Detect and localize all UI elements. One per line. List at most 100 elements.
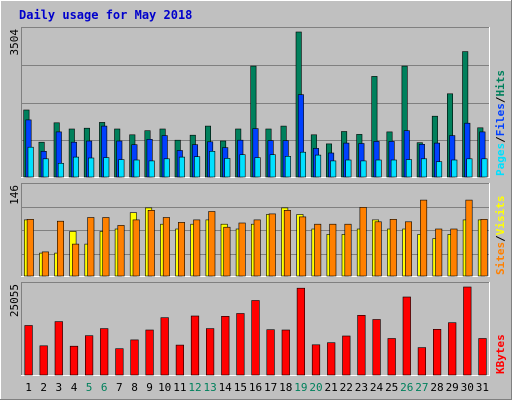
visits-sites-bar-sites-day-27 bbox=[420, 199, 428, 277]
kbytes-bar-kbytes-day-12 bbox=[190, 315, 200, 376]
hits-files-pages-y-max-label: 3504 bbox=[8, 29, 21, 56]
kbytes-bar-kbytes-day-20 bbox=[311, 344, 321, 376]
hits-files-pages-bar-pages-day-15 bbox=[239, 154, 246, 178]
x-label-day-12: 12 bbox=[188, 381, 201, 394]
hits-files-pages-bar-pages-day-27 bbox=[420, 158, 427, 178]
visits-sites-bar-sites-day-16 bbox=[253, 219, 261, 277]
visits-sites-y-max-label: 146 bbox=[8, 185, 21, 205]
hits-files-pages-bar-pages-day-19 bbox=[299, 151, 306, 178]
hits-files-pages-bar-pages-day-12 bbox=[194, 156, 201, 178]
x-label-day-28: 28 bbox=[430, 381, 443, 394]
visits-sites-bar-sites-day-25 bbox=[389, 219, 397, 277]
x-axis-day-labels: 1 2 3 4 5 6 7 8 9 10 11 12 13 14 15 16 17 18 19 20 21 22 23 24 2… bbox=[25, 381, 489, 394]
visits-sites-bar-sites-day-13 bbox=[208, 211, 216, 277]
visits-sites-bar-sites-day-2 bbox=[41, 251, 49, 277]
hits-files-pages-legend-files: Files bbox=[494, 103, 507, 136]
kbytes-legend-kbytes: KBytes bbox=[494, 334, 507, 374]
hits-files-pages-legend-pages: Pages bbox=[494, 143, 507, 176]
x-label-day-21: 21 bbox=[324, 381, 337, 394]
x-label-day-5: 5 bbox=[86, 381, 93, 394]
visits-sites-bar-sites-day-12 bbox=[193, 219, 201, 277]
kbytes-bar-kbytes-day-16 bbox=[251, 300, 260, 376]
kbytes-bar-kbytes-day-14 bbox=[221, 315, 230, 376]
visits-sites-bar-sites-day-22 bbox=[344, 223, 352, 277]
hits-files-pages-bar-pages-day-2 bbox=[42, 158, 49, 178]
kbytes-bar-kbytes-day-9 bbox=[145, 329, 154, 376]
hits-files-pages-bar-pages-day-11 bbox=[178, 156, 185, 178]
kbytes-bar-kbytes-day-30 bbox=[463, 286, 472, 376]
chart-panels: 3504Pages/Files/Hits146Sites/Visits25055… bbox=[8, 27, 507, 376]
hits-files-pages-bar-pages-day-7 bbox=[118, 159, 125, 178]
hits-files-pages-bar-pages-day-25 bbox=[390, 159, 397, 178]
x-label-day-8: 8 bbox=[131, 381, 138, 394]
hits-files-pages-bar-pages-day-31 bbox=[481, 158, 488, 178]
kbytes-bar-kbytes-day-1 bbox=[24, 325, 33, 376]
hits-files-pages-bar-pages-day-8 bbox=[133, 159, 140, 178]
kbytes-bar-kbytes-day-21 bbox=[327, 342, 336, 376]
hits-files-pages-bar-pages-day-20 bbox=[315, 154, 322, 178]
hits-files-pages-bar-pages-day-5 bbox=[88, 157, 95, 178]
visits-sites-series-legend: Sites/Visits bbox=[494, 196, 507, 276]
kbytes-bar-kbytes-day-17 bbox=[266, 329, 275, 376]
x-label-day-30: 30 bbox=[461, 381, 474, 394]
visits-sites-bar-sites-day-8 bbox=[132, 219, 140, 277]
visits-sites-bar-sites-day-3 bbox=[56, 220, 64, 277]
kbytes-bar-kbytes-day-28 bbox=[432, 328, 442, 376]
hits-files-pages-bar-pages-day-16 bbox=[254, 157, 261, 178]
kbytes-bar-kbytes-day-3 bbox=[54, 321, 63, 376]
x-label-day-25: 25 bbox=[385, 381, 398, 394]
kbytes-bar-kbytes-day-15 bbox=[236, 313, 245, 376]
visits-sites-bar-sites-day-7 bbox=[117, 225, 125, 277]
chart-title: Daily usage for May 2018 bbox=[19, 8, 192, 22]
hits-files-pages-series-legend: Pages/Files/Hits bbox=[494, 70, 507, 176]
kbytes-bar-kbytes-day-18 bbox=[281, 329, 290, 376]
hits-files-pages-bar-pages-day-1 bbox=[27, 146, 34, 178]
x-label-day-22: 22 bbox=[340, 381, 353, 394]
visits-sites-legend-visits: Visits bbox=[494, 196, 507, 236]
visits-sites-bar-sites-day-9 bbox=[147, 210, 155, 277]
hits-files-pages-bar-pages-day-4 bbox=[73, 156, 80, 178]
visits-sites-legend-separator: / bbox=[494, 235, 507, 242]
visits-sites-bar-sites-day-30 bbox=[465, 199, 473, 277]
x-label-day-2: 2 bbox=[40, 381, 47, 394]
x-label-day-6: 6 bbox=[101, 381, 108, 394]
x-label-day-19: 19 bbox=[294, 381, 307, 394]
kbytes-bar-kbytes-day-31 bbox=[478, 338, 487, 376]
hits-files-pages-legend-separator: / bbox=[494, 96, 507, 103]
hits-files-pages-bar-pages-day-24 bbox=[375, 159, 382, 178]
kbytes-bar-kbytes-day-26 bbox=[402, 296, 411, 376]
kbytes-bar-kbytes-day-11 bbox=[175, 344, 185, 376]
hits-files-pages-bar-pages-day-17 bbox=[269, 154, 276, 178]
visits-sites-bar-sites-day-17 bbox=[268, 213, 276, 277]
kbytes-bar-kbytes-day-23 bbox=[357, 314, 366, 376]
visits-sites-bar-sites-day-4 bbox=[72, 243, 80, 277]
kbytes-bar-kbytes-day-10 bbox=[160, 317, 169, 376]
visits-sites-bar-sites-day-26 bbox=[404, 221, 412, 277]
hits-files-pages-bar-pages-day-14 bbox=[224, 158, 231, 178]
hits-files-pages-bar-pages-day-9 bbox=[148, 160, 155, 178]
x-label-day-7: 7 bbox=[116, 381, 123, 394]
hits-files-pages-legend-hits: Hits bbox=[494, 70, 507, 97]
x-label-day-27: 27 bbox=[415, 381, 428, 394]
kbytes-bar-kbytes-day-29 bbox=[448, 322, 457, 376]
x-label-day-4: 4 bbox=[71, 381, 78, 394]
visits-sites-bar-sites-day-15 bbox=[238, 222, 246, 277]
kbytes-bar-kbytes-day-22 bbox=[342, 335, 351, 376]
kbytes-bar-kbytes-day-7 bbox=[115, 348, 124, 376]
visits-sites-bar-sites-day-6 bbox=[102, 217, 110, 277]
x-label-day-1: 1 bbox=[25, 381, 32, 394]
x-label-day-18: 18 bbox=[279, 381, 292, 394]
hits-files-pages-bar-pages-day-30 bbox=[466, 158, 473, 178]
visits-sites-bar-sites-day-1 bbox=[26, 219, 34, 277]
kbytes-bar-kbytes-day-5 bbox=[85, 335, 94, 376]
x-label-day-3: 3 bbox=[55, 381, 62, 394]
hits-files-pages-bar-pages-day-13 bbox=[209, 151, 216, 178]
x-label-day-17: 17 bbox=[264, 381, 277, 394]
kbytes-bar-kbytes-day-27 bbox=[417, 347, 427, 376]
visits-sites-bar-sites-day-24 bbox=[374, 221, 382, 277]
hits-files-pages-bar-pages-day-6 bbox=[103, 157, 110, 178]
x-label-day-13: 13 bbox=[203, 381, 216, 394]
x-label-day-29: 29 bbox=[446, 381, 459, 394]
